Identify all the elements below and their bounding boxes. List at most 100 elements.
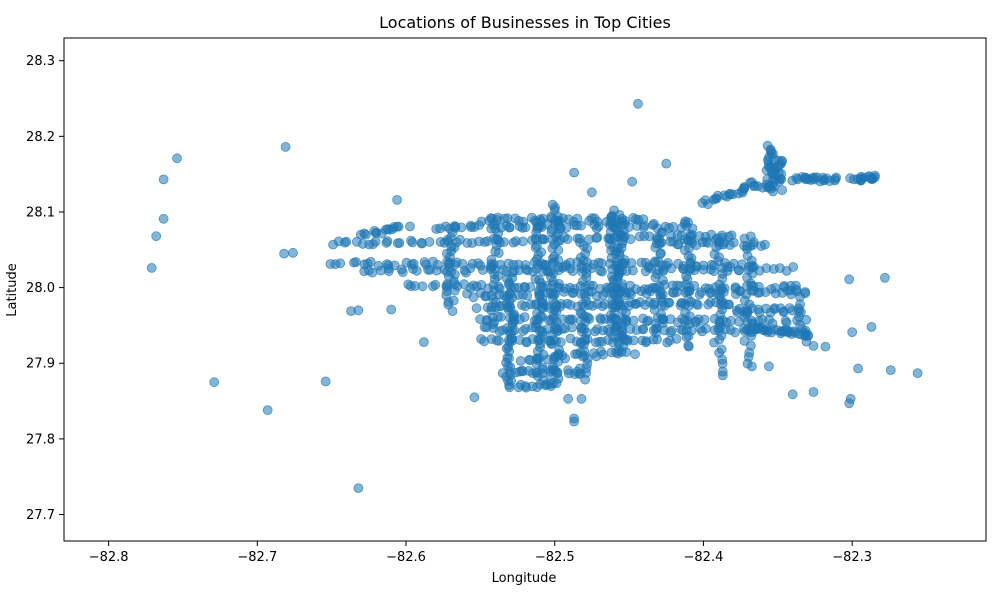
data-point (649, 304, 660, 315)
data-point (760, 239, 770, 250)
data-point (661, 158, 672, 169)
data-point (447, 306, 458, 317)
data-point (370, 236, 381, 247)
data-point (637, 324, 648, 335)
data-point (546, 381, 556, 392)
data-point (353, 483, 364, 494)
data-point (351, 257, 361, 267)
data-point (844, 274, 855, 285)
data-point (668, 221, 679, 232)
data-point (449, 285, 460, 296)
data-point (386, 304, 397, 315)
data-point (777, 185, 787, 196)
data-point (539, 234, 550, 245)
data-point (383, 263, 394, 274)
data-point (845, 393, 856, 404)
data-point (774, 176, 785, 187)
data-point (701, 323, 711, 334)
data-point (764, 361, 774, 372)
data-point (504, 222, 515, 233)
x-tick-label: −82.3 (832, 550, 872, 565)
y-tick-label: 27.9 (26, 357, 55, 372)
data-point (847, 327, 858, 338)
data-point (360, 229, 371, 240)
data-point (628, 335, 639, 346)
data-point (530, 322, 541, 333)
data-point (392, 194, 403, 205)
y-tick-label: 28.2 (26, 130, 55, 145)
data-point (633, 98, 643, 109)
data-point (683, 341, 694, 352)
data-point (504, 380, 515, 391)
data-point (696, 287, 707, 298)
data-point (671, 287, 682, 297)
data-point (880, 272, 890, 283)
data-point (681, 332, 692, 343)
data-point (569, 167, 579, 178)
data-point (562, 234, 573, 245)
data-point (808, 387, 819, 397)
data-point (397, 267, 408, 278)
data-point (596, 346, 606, 357)
x-axis-ticks: −82.8 −82.7 −82.6 −82.5 −82.4 −82.3 (89, 541, 872, 565)
data-point (739, 312, 750, 323)
data-point (469, 392, 480, 403)
data-point (430, 279, 441, 290)
data-point (494, 301, 505, 312)
data-point (831, 172, 842, 183)
data-point (583, 300, 594, 310)
data-point (493, 248, 504, 258)
data-point (746, 330, 757, 341)
data-point (568, 266, 578, 277)
data-point (567, 314, 578, 325)
x-axis-label: Longitude (492, 571, 557, 586)
data-point (628, 265, 638, 276)
data-point (733, 265, 744, 276)
data-point (487, 319, 498, 330)
data-point (209, 377, 220, 388)
data-point (801, 336, 812, 347)
data-point (713, 256, 724, 267)
data-points (146, 98, 923, 494)
data-point (739, 233, 750, 244)
data-point (709, 337, 719, 348)
data-point (497, 368, 508, 379)
data-point (642, 316, 652, 327)
data-point (768, 186, 778, 197)
data-point (638, 214, 649, 225)
data-point (158, 174, 169, 185)
data-point (280, 141, 291, 152)
data-point (620, 290, 631, 301)
data-point (580, 374, 590, 385)
data-point (808, 340, 819, 351)
data-point (518, 236, 528, 247)
data-point (666, 263, 677, 274)
data-point (567, 322, 577, 333)
data-point (444, 262, 455, 273)
data-point (627, 176, 637, 187)
y-axis-ticks: 27.7 27.8 27.9 28.0 28.1 28.2 28.3 (26, 54, 64, 523)
data-point (592, 216, 603, 227)
data-point (592, 232, 603, 243)
data-point (335, 258, 346, 269)
data-point (717, 366, 728, 377)
data-point (393, 221, 404, 232)
data-point (471, 303, 482, 314)
data-point (561, 223, 572, 233)
y-tick-label: 28.0 (26, 281, 55, 296)
data-point (786, 289, 796, 300)
data-point (630, 349, 640, 360)
data-point (671, 333, 682, 344)
data-point (288, 247, 298, 258)
data-point (728, 237, 739, 248)
data-point (853, 363, 863, 374)
data-point (587, 187, 597, 198)
data-point (869, 172, 880, 183)
data-point (581, 327, 592, 338)
data-point (418, 337, 429, 348)
data-point (575, 281, 586, 292)
data-point (709, 266, 719, 277)
data-point (625, 234, 636, 245)
data-point (320, 376, 331, 387)
data-point (820, 341, 831, 352)
